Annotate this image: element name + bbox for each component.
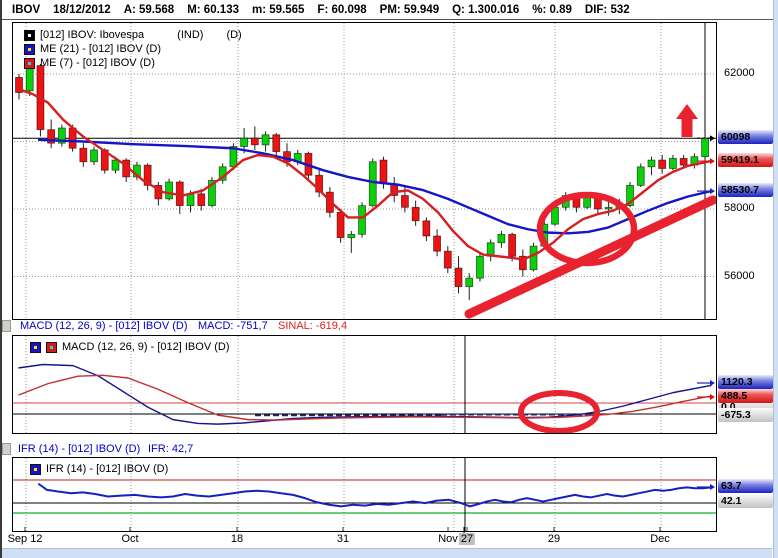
ifr-badge-63.7: 63.7 xyxy=(718,479,773,493)
macd-legend-row-checkbox-icon-0[interactable] xyxy=(30,341,41,353)
price-legend-row-2-label: ME (7) - [012] IBOV (D) xyxy=(40,57,155,69)
price-legend-row-0: [012] IBOV: Ibovespa (IND) (D) xyxy=(24,29,242,41)
macd-panel-grip[interactable] xyxy=(2,320,11,332)
quote-segment-5: F: 60.098 xyxy=(317,3,367,16)
quote-segment-9: DIF: 532 xyxy=(584,3,630,16)
price-badge-60098: 60098 xyxy=(718,130,773,144)
price-legend-row-0-extra-0: (IND) xyxy=(177,29,204,41)
quote-segment-1: 18/12/2012 xyxy=(53,3,111,16)
x-axis-label-27: 27 xyxy=(458,533,476,545)
horizontal-scrollbar[interactable] xyxy=(2,548,772,558)
price-legend-row-1-checkbox-icon-0[interactable] xyxy=(24,43,35,55)
price-legend-row-1: ME (21) - [012] IBOV (D) xyxy=(24,43,161,55)
macd-badge-1120.3: 1120.3 xyxy=(718,375,773,389)
macd-legend-row: MACD (12, 26, 9) - [012] IBOV (D) xyxy=(30,341,230,353)
annotation-trendline xyxy=(464,195,716,319)
quote-segment-0: IBOV xyxy=(12,3,41,16)
y-axis-label-56000: 56000 xyxy=(724,270,755,282)
vertical-scrollbar[interactable] xyxy=(773,0,778,558)
annotation-circle-price xyxy=(536,191,638,267)
macd-header-title: MACD (12, 26, 9) - [012] IBOV (D) xyxy=(20,320,188,332)
quote-segment-3: M: 60.133 xyxy=(187,3,239,16)
price-badge-58530.7: 58530.7 xyxy=(718,183,773,197)
price-legend-row-2-checkbox-icon-0[interactable] xyxy=(24,57,35,69)
annotation-up-arrow-icon xyxy=(676,104,698,137)
ifr-chart-canvas[interactable] xyxy=(12,457,717,532)
price-chart-canvas[interactable] xyxy=(12,22,717,320)
y-axis-label-62000: 62000 xyxy=(724,67,755,79)
ifr-badge-42.1: 42.1 xyxy=(718,494,773,508)
x-axis-label-18: 18 xyxy=(230,533,244,545)
macd-badge-488.5: 488.5 xyxy=(718,389,773,403)
macd-legend-row-label: MACD (12, 26, 9) - [012] IBOV (D) xyxy=(62,341,230,353)
annotation-circle-macd xyxy=(518,390,600,433)
ifr-legend-row-checkbox-icon-0[interactable] xyxy=(30,463,41,475)
quote-segment-2: A: 59.568 xyxy=(123,3,175,16)
x-axis-label-29: 29 xyxy=(547,533,561,545)
macd-value-label: MACD: -751,7 xyxy=(198,320,268,332)
macd-chart-canvas[interactable] xyxy=(12,335,717,434)
price-legend-row-0-extra-1: (D) xyxy=(226,29,242,41)
price-legend-row-0-label: [012] IBOV: Ibovespa xyxy=(40,29,145,41)
ifr-legend-row-label: IFR (14) - [012] IBOV (D) xyxy=(46,463,169,475)
x-axis-label-nov: Nov xyxy=(438,533,458,545)
price-legend-row-0-checkbox-icon-0[interactable] xyxy=(24,29,35,41)
macd-badge--675.3: -675.3 xyxy=(718,408,773,422)
ifr-panel-grip[interactable] xyxy=(2,443,11,455)
time-axis-ticks xyxy=(24,527,661,535)
quote-segment-8: %: 0.89 xyxy=(532,3,572,16)
quote-segment-4: m: 59.565 xyxy=(251,3,305,16)
x-axis-label-sep-12: Sep 12 xyxy=(7,533,43,545)
x-axis-label-oct: Oct xyxy=(121,533,139,545)
price-legend-row-2: ME (7) - [012] IBOV (D) xyxy=(24,57,155,69)
quote-segment-7: Q: 1.300.016 xyxy=(452,3,520,16)
quote-bar: IBOV 18/12/2012 A: 59.568 M: 60.133 m: 59.56… xyxy=(2,0,778,20)
quote-segment-6: PM: 59.949 xyxy=(379,3,440,16)
x-axis-label-31: 31 xyxy=(336,533,350,545)
macd-sinal-label: SINAL: -619,4 xyxy=(278,320,348,332)
ifr-legend-row: IFR (14) - [012] IBOV (D) xyxy=(30,463,168,475)
ifr-header-title: IFR (14) - [012] IBOV (D) xyxy=(18,443,141,455)
ifr-value-label: IFR: 42,7 xyxy=(148,443,194,455)
macd-legend-row-checkbox-icon-1[interactable] xyxy=(46,341,57,353)
x-axis-label-dec: Dec xyxy=(650,533,670,545)
y-axis-label-58000: 58000 xyxy=(724,202,755,214)
price-legend-row-1-label: ME (21) - [012] IBOV (D) xyxy=(40,43,162,55)
price-badge-59419.1: 59419.1 xyxy=(718,153,773,167)
